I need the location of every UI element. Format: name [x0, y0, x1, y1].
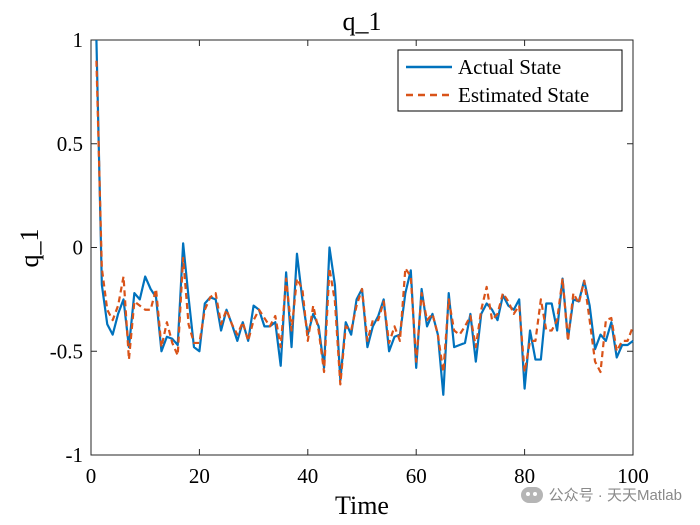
watermark: 公众号 · 天天Matlab: [520, 484, 682, 505]
x-axis-label: Time: [335, 491, 389, 520]
series-line-estimated: [95, 60, 635, 386]
y-tick-label: -1: [66, 443, 84, 467]
x-tick-label: 100: [617, 464, 649, 488]
y-axis-label: q_1: [15, 229, 44, 268]
chart-title: q_1: [343, 7, 382, 36]
y-tick-label: 0.5: [57, 132, 83, 156]
y-tick-label: 0: [73, 236, 84, 260]
x-tick-label: 60: [406, 464, 427, 488]
x-tick-label: 40: [297, 464, 318, 488]
legend: Actual State Estimated State: [397, 49, 623, 112]
watermark-text: 公众号 · 天天Matlab: [548, 487, 682, 504]
wechat-icon: [520, 486, 543, 503]
legend-label-estimated: Estimated State: [458, 83, 589, 107]
x-tick-label: 80: [514, 464, 535, 488]
legend-box: [397, 49, 623, 112]
x-tick-label: 0: [86, 464, 97, 488]
x-tick-label: 20: [189, 464, 210, 488]
y-tick-label: -0.5: [50, 339, 83, 363]
y-tick-label: 1: [73, 28, 84, 52]
series-layer: [95, 39, 635, 396]
axis-ticks: 0 20 40 60 80 100 1 0.5 0 -0.5 -1: [50, 28, 649, 488]
legend-label-actual: Actual State: [458, 55, 561, 79]
